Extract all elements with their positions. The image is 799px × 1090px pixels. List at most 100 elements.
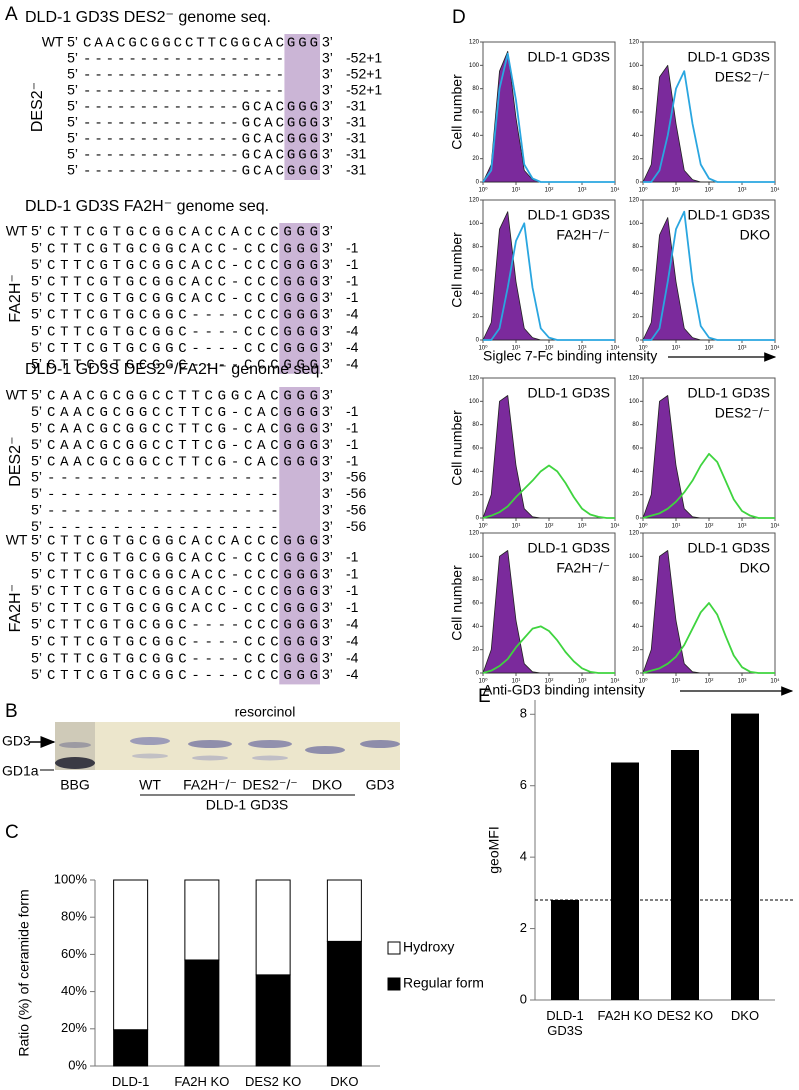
- y-tick-label: 60: [472, 446, 479, 452]
- sequence: CTTCGTGCGGC----CCCGGG: [47, 618, 318, 634]
- prefix: 5’: [31, 649, 42, 665]
- panel-label: A: [5, 4, 18, 25]
- end-label: 3’: [322, 599, 333, 615]
- x-tick-label: 10²: [705, 346, 714, 352]
- side-label: FA2H⁻: [7, 584, 24, 632]
- prefix: 5’: [31, 356, 42, 372]
- x-tick-label: 10¹: [672, 346, 681, 352]
- y-axis-label: geoMFI: [486, 826, 502, 873]
- y-tick-label: 40: [632, 469, 639, 475]
- histogram-line: [482, 464, 615, 519]
- y-tick-label: 100: [629, 221, 640, 227]
- y-tick-label: 120: [629, 198, 640, 204]
- highlight: [279, 223, 320, 374]
- lane-label: FA2H⁻/⁻: [183, 777, 237, 793]
- sequence: CTTCGTGCGGCACC-CCCGGG: [47, 258, 318, 274]
- prefix: 5’: [67, 98, 78, 114]
- sequence: CTTCGTGCGGCACC-CCCGGG: [47, 567, 318, 583]
- prefix: 5’: [31, 322, 42, 338]
- y-tick-label: 120: [629, 376, 640, 382]
- y-tick-label: 120: [469, 198, 480, 204]
- deletion-size: -52+1: [346, 50, 382, 66]
- prefix: 5’: [67, 82, 78, 98]
- y-tick-label: 40: [632, 291, 639, 297]
- end-label: 3’: [322, 436, 333, 452]
- end-label: 3’: [322, 649, 333, 665]
- bar-segment: [326, 879, 362, 942]
- y-tick-label: 60: [632, 601, 639, 607]
- deletion-size: -1: [346, 565, 359, 581]
- sequence: CTTCGTGCGGC----CCCGGG: [47, 341, 318, 357]
- y-tick-label: 100: [469, 399, 480, 405]
- prefix: 5’: [31, 273, 42, 289]
- x-tick-label: 10⁴: [770, 523, 780, 530]
- sample-label: DLD-1 GD3S: [688, 207, 770, 223]
- sample-label: DKO: [740, 560, 770, 576]
- end-label: 3’: [322, 239, 333, 255]
- sequence: CTTCGTGCGGCACCACCCGGG: [47, 534, 318, 550]
- histogram-line: [642, 602, 775, 674]
- y-tick-label: 0: [476, 338, 480, 344]
- prefix: 5’: [31, 403, 42, 419]
- end-label: 3’: [322, 485, 333, 501]
- y-tick-label: 40: [472, 133, 479, 139]
- legend-label: Regular form: [403, 975, 484, 991]
- deletion-size: -1: [346, 436, 359, 452]
- histogram-line: [642, 452, 775, 519]
- end-label: 3’: [322, 82, 333, 98]
- end-label: 3’: [322, 565, 333, 581]
- sequence: --------------GCACGGG: [83, 148, 318, 164]
- marker-label: GD1a: [2, 763, 39, 779]
- sequence: CTTCGTGCGGCACC-CCCGGG: [47, 275, 318, 291]
- y-tick-label: 8: [520, 706, 527, 721]
- sample-label: FA2H⁻/⁻: [556, 227, 610, 243]
- prefix: 5’: [31, 582, 42, 598]
- deletion-size: -31: [346, 162, 366, 178]
- x-tick-label: 10⁴: [610, 678, 620, 685]
- x-tick-label: 10⁰: [638, 678, 648, 685]
- prefix: 5’: [31, 599, 42, 615]
- section-title: DLD-1 GD3S DES2⁻/FA2H⁻ genome seq.: [25, 361, 324, 378]
- end-label: 3’: [322, 502, 333, 518]
- y-tick-label: 80%: [61, 909, 87, 924]
- sample-label: DLD-1 GD3S: [688, 49, 770, 65]
- prefix: 5’: [31, 420, 42, 436]
- sequence: ------------------: [47, 487, 318, 503]
- end-label: 3’: [322, 582, 333, 598]
- y-axis-label: Ratio (%) of ceramide form: [16, 889, 32, 1056]
- sequence: ------------------: [47, 520, 318, 536]
- deletion-size: -4: [346, 339, 359, 355]
- x-tick-label: 10⁴: [610, 345, 620, 352]
- prefix: 5’: [67, 66, 78, 82]
- prefix: 5’: [31, 339, 42, 355]
- section-title: DLD-1 GD3S DES2⁻ genome seq.: [25, 9, 271, 26]
- y-tick-label: 2: [520, 920, 527, 935]
- histogram-line: [482, 52, 615, 183]
- x-tick-label: 10³: [738, 679, 747, 685]
- x-tick-label: 10¹: [672, 524, 681, 530]
- lane-label: BBG: [60, 777, 90, 793]
- deletion-size: -4: [346, 649, 359, 665]
- y-tick-label: 40: [632, 133, 639, 139]
- panel-label: E: [478, 686, 491, 707]
- y-tick-label: 60: [632, 110, 639, 116]
- histogram-line: [482, 625, 615, 674]
- end-label: 3’: [322, 322, 333, 338]
- prefix: 5’: [31, 256, 42, 272]
- x-tick-label: DKO: [730, 1008, 760, 1023]
- prefix: 5’: [31, 469, 42, 485]
- x-tick-label: 10²: [545, 679, 554, 685]
- end-label: 3’: [322, 387, 333, 403]
- x-tick-label: 10⁴: [610, 523, 620, 530]
- x-tick-label: 10³: [578, 346, 587, 352]
- lane-label: DES2⁻/⁻: [242, 777, 297, 793]
- prefix: 5’: [31, 306, 42, 322]
- deletion-size: -4: [346, 633, 359, 649]
- y-tick-label: 0: [476, 671, 480, 677]
- end-label: 3’: [322, 130, 333, 146]
- end-label: 3’: [322, 34, 333, 50]
- y-tick-label: 40: [472, 291, 479, 297]
- end-label: 3’: [322, 50, 333, 66]
- sequence: ------------------: [83, 68, 318, 84]
- y-axis-label: Cell number: [449, 410, 465, 486]
